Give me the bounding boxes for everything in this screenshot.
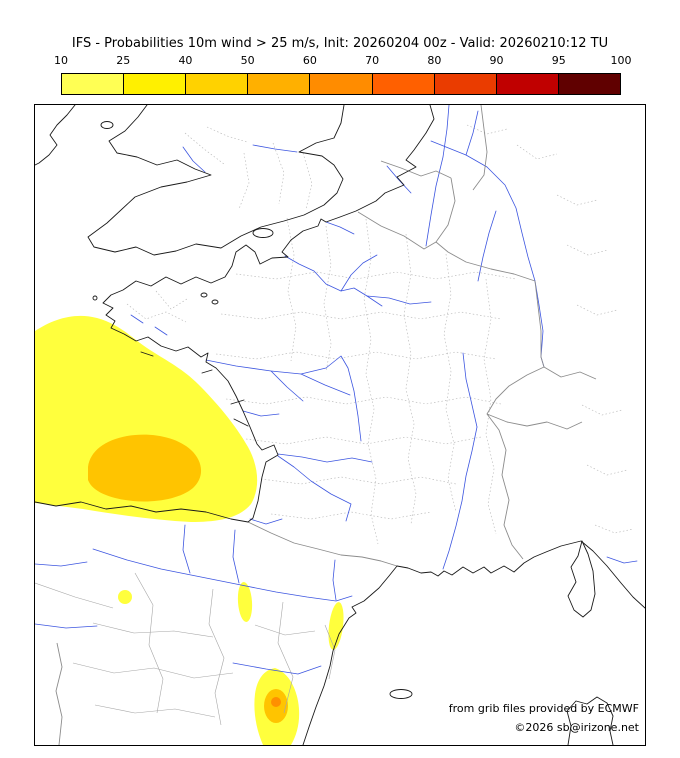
- country-borders-layer: [55, 105, 597, 745]
- legend-tick-label: 100: [610, 54, 632, 67]
- legend-color-segment: [185, 74, 248, 94]
- prob-blob-valencia-center: [271, 697, 281, 707]
- river-seine: [284, 255, 383, 307]
- ile-oleron: [233, 418, 249, 427]
- border-fr-es: [247, 521, 398, 567]
- jersey-island: [211, 299, 219, 305]
- legend-tick-label: 50: [240, 54, 255, 67]
- river-cher: [300, 373, 351, 396]
- probability-legend: 10 25 40 50 60 70 80 90 95 100: [54, 54, 632, 95]
- river-adour: [249, 518, 283, 525]
- legend-tick-label: 70: [365, 54, 380, 67]
- river-charente: [242, 410, 280, 417]
- credit-line-ecmwf: from grib files provided by ECMWF: [448, 702, 639, 715]
- prob-blob-biscay-core: [88, 434, 202, 502]
- legend-color-segment: [433, 74, 496, 94]
- legend-tick-label: 40: [178, 54, 193, 67]
- legend-tick-label: 95: [551, 54, 566, 67]
- legend-colorbar: [61, 73, 621, 95]
- river-somme: [325, 221, 355, 235]
- credit-line-copyright: ©2026 sb@irizone.net: [514, 721, 639, 734]
- legend-color-segment: [495, 74, 558, 94]
- sardinia-island: [566, 696, 614, 745]
- menorca-island: [389, 689, 413, 699]
- border-es-pt: [55, 642, 63, 745]
- border-ch-de: [543, 366, 597, 380]
- ouessant-island: [92, 295, 98, 301]
- river-tajo: [35, 623, 98, 629]
- river-dordogne: [277, 453, 373, 463]
- anglesey-island: [100, 121, 114, 129]
- river-moselle: [477, 210, 497, 282]
- legend-ticks: 10 25 40 50 60 70 80 90 95 100: [54, 54, 632, 68]
- river-garonne: [277, 455, 352, 522]
- page-title: IFS - Probabilities 10m wind > 25 m/s, I…: [71, 36, 609, 51]
- river-loire: [205, 355, 362, 442]
- border-fr-ch-it: [486, 280, 545, 560]
- noirmoutier: [201, 369, 213, 374]
- border-be-nl: [380, 160, 452, 179]
- river-meuse: [425, 105, 450, 247]
- river-ebro: [92, 548, 353, 602]
- border-be-de: [435, 177, 456, 243]
- river-marne: [366, 295, 432, 305]
- border-ch-it: [486, 413, 583, 430]
- legend-tick-label: 10: [54, 54, 68, 67]
- guernsey-island: [200, 292, 208, 298]
- prob-blob-spain-dot: [118, 590, 132, 604]
- river-scheldt: [386, 165, 412, 194]
- river-oise: [340, 254, 378, 292]
- legend-color-segment: [62, 74, 124, 94]
- river-rhone: [442, 426, 478, 570]
- map-credits: from grib files provided by ECMWF ©2026 …: [449, 699, 639, 737]
- province-borders-layer: [35, 572, 336, 726]
- corsica-island: [567, 540, 596, 618]
- probability-blobs-layer: [35, 315, 344, 745]
- mediterranean-coast: [302, 540, 645, 745]
- legend-color-segment: [123, 74, 186, 94]
- river-rhine-north: [430, 140, 536, 282]
- river-brittany-2: [154, 326, 168, 336]
- continental-atlantic-coast: [35, 105, 435, 523]
- river-brittany-1: [130, 314, 144, 324]
- map-frame: from grib files provided by ECMWF ©2026 …: [34, 104, 646, 746]
- border-nl-de: [472, 105, 488, 191]
- river-gallego: [232, 529, 240, 584]
- river-duero: [35, 561, 88, 567]
- prob-blob-aragon: [237, 582, 253, 622]
- ireland-coast: [35, 105, 76, 166]
- river-arno: [606, 556, 638, 564]
- river-segre: [332, 559, 337, 601]
- river-aragon: [182, 524, 191, 574]
- river-saone: [462, 352, 478, 428]
- legend-color-segment: [371, 74, 434, 94]
- admin-borders-layer: [126, 124, 634, 545]
- border-fr-be-de: [357, 211, 536, 282]
- legend-tick-label: 90: [489, 54, 504, 67]
- river-rhine-delta: [465, 110, 479, 156]
- isle-of-wight: [252, 228, 274, 238]
- ile-de-re: [230, 399, 245, 405]
- legend-tick-label: 60: [302, 54, 317, 67]
- britain-coast: [87, 105, 345, 256]
- legend-color-segment: [557, 74, 620, 94]
- river-jucar: [232, 662, 322, 675]
- river-thames: [252, 144, 298, 153]
- legend-color-segment: [247, 74, 310, 94]
- prob-blob-coast-streak: [328, 602, 344, 650]
- belle-ile: [140, 351, 154, 357]
- legend-tick-label: 80: [427, 54, 442, 67]
- legend-tick-label: 25: [116, 54, 131, 67]
- river-severn: [182, 146, 206, 173]
- map-svg: [35, 105, 645, 745]
- river-vienne: [270, 370, 304, 402]
- legend-color-segment: [309, 74, 372, 94]
- coastline-layer: [35, 105, 645, 745]
